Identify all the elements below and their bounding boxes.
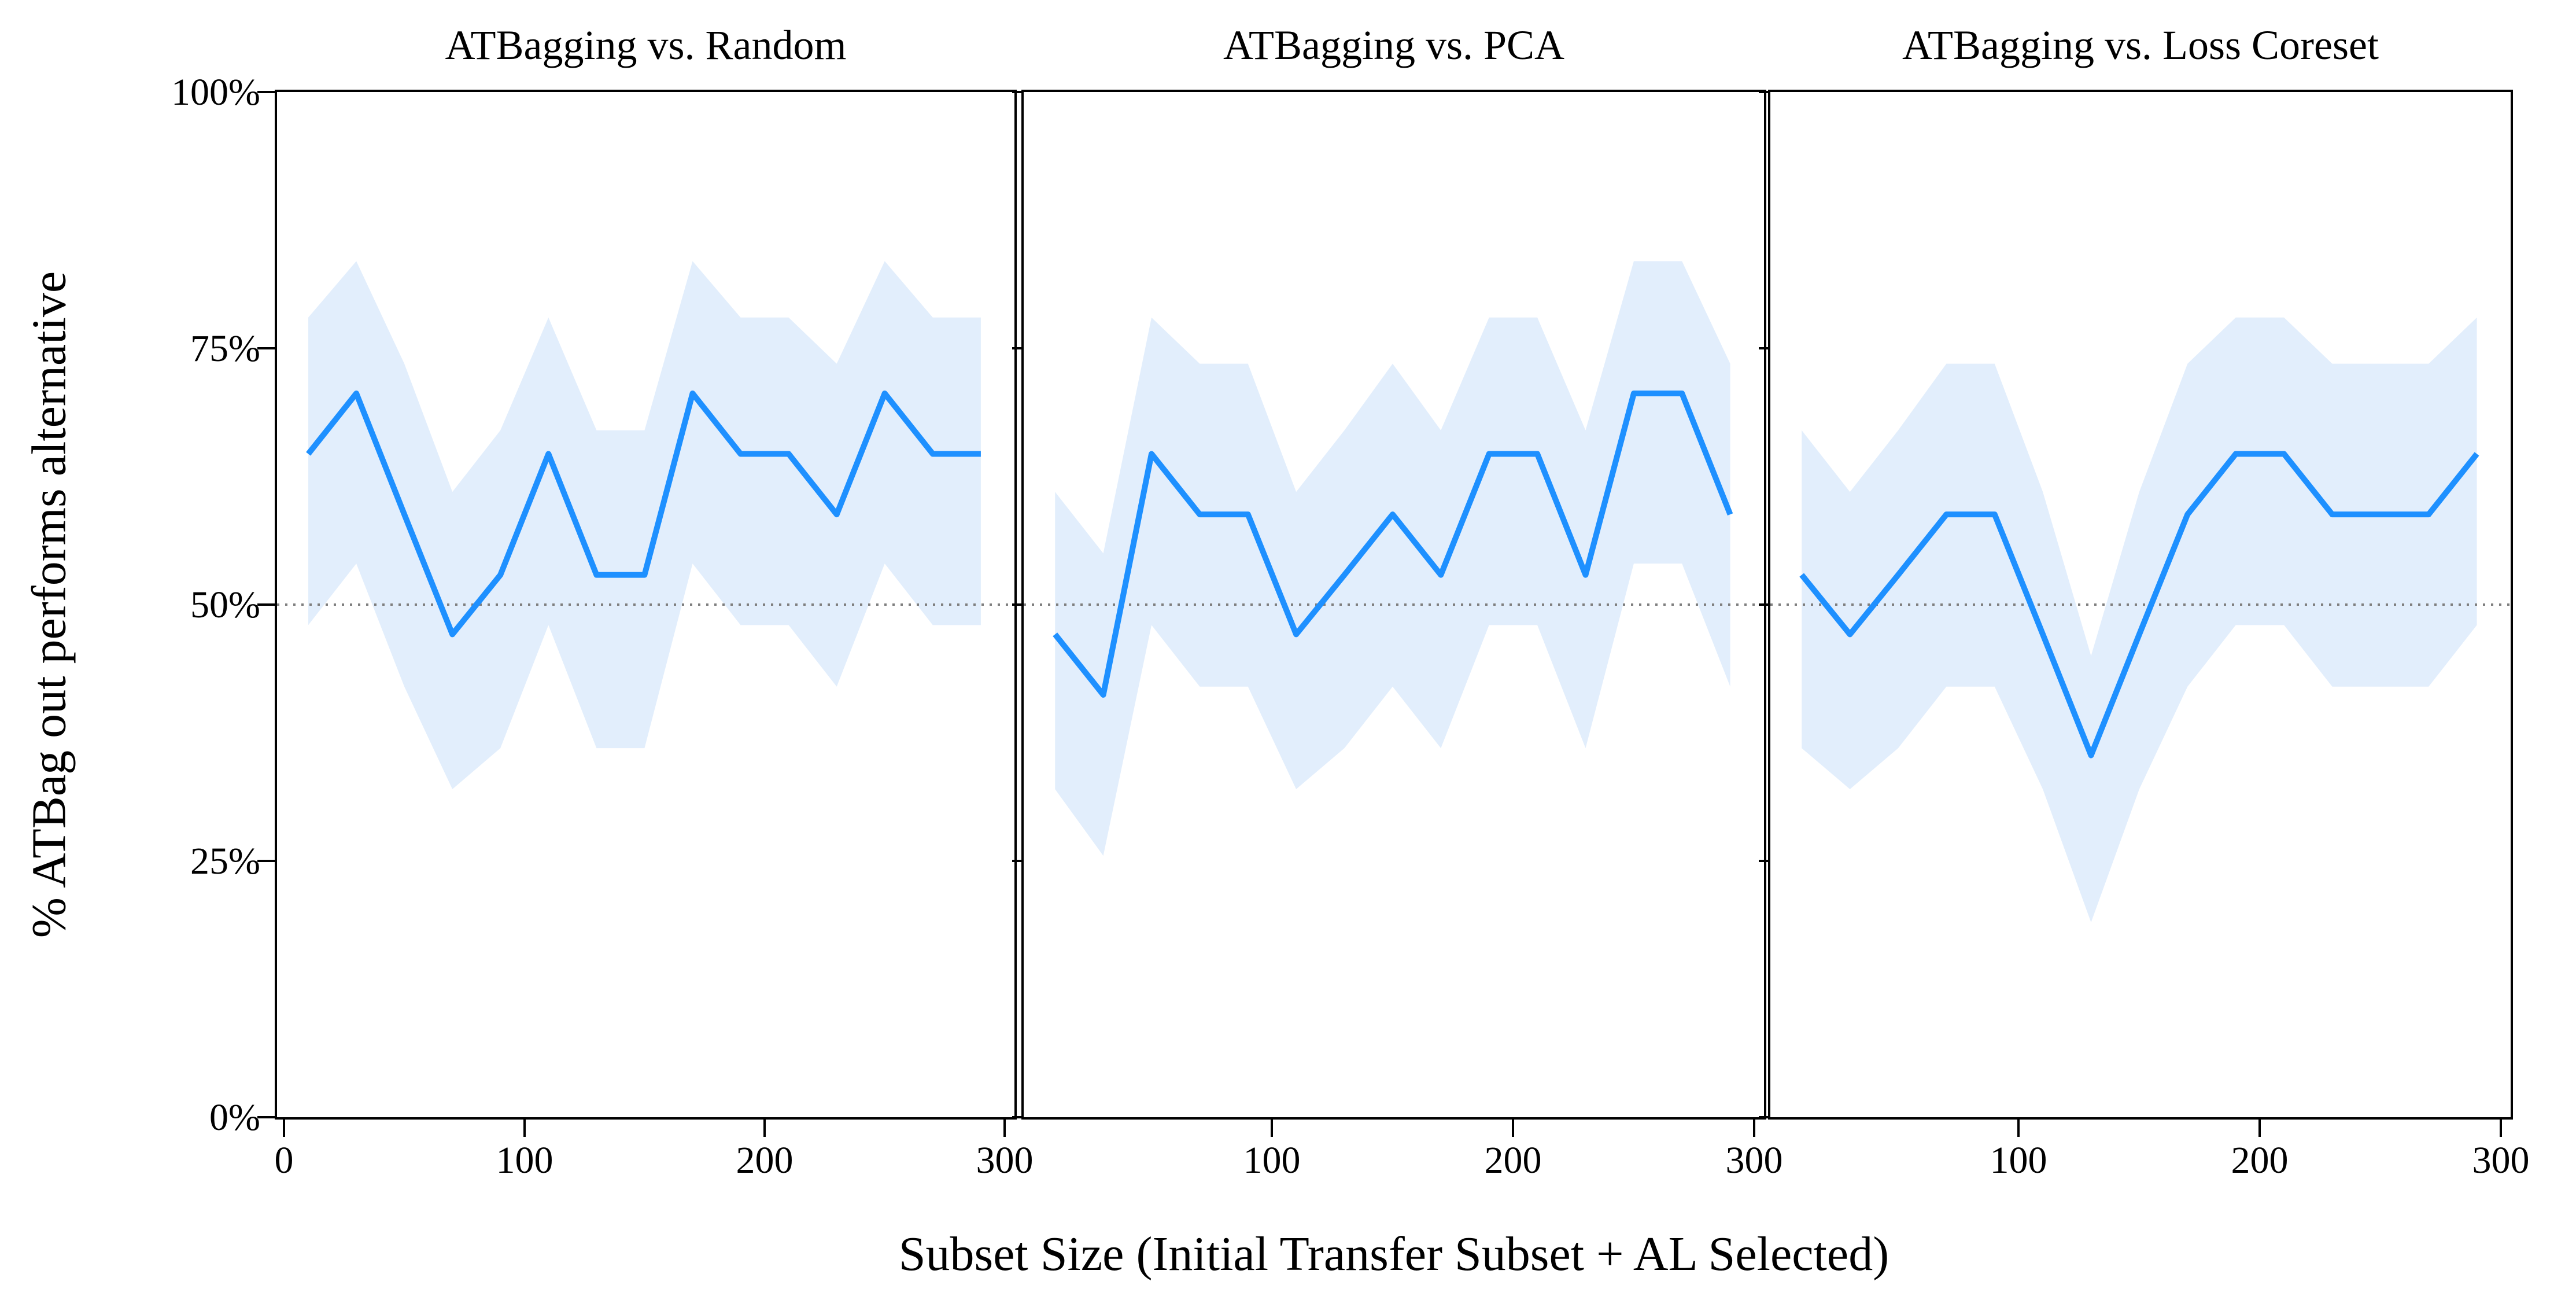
x-tick-label: 100 (496, 1139, 553, 1181)
panel-pca (1021, 90, 1766, 1120)
x-tick-label: 300 (2472, 1139, 2530, 1181)
panel-random (275, 90, 1017, 1120)
x-tick-mark (2017, 1118, 2020, 1137)
panel-title-random: ATBagging vs. Random (445, 22, 847, 68)
y-tick-mark (1759, 1116, 1768, 1118)
y-tick-mark (257, 1116, 275, 1118)
plot-area-loss-coreset (1770, 317, 2511, 923)
y-tick-mark (1759, 603, 1768, 606)
y-tick-mark (257, 860, 275, 862)
series-line (1799, 451, 2479, 759)
confidence-band (1802, 317, 2477, 923)
panel-loss-coreset (1768, 90, 2513, 1120)
x-tick-mark (283, 1118, 285, 1137)
y-tick-mark (1759, 91, 1768, 93)
x-tick-mark (1512, 1118, 1514, 1137)
confidence-band (1055, 261, 1730, 856)
series-line (1053, 391, 1733, 698)
x-axis-label: Subset Size (Initial Transfer Subset + A… (898, 1227, 1889, 1281)
panel-title-pca: ATBagging vs. PCA (1223, 22, 1565, 68)
y-tick-label-100: 100% (171, 71, 260, 113)
y-tick-mark (257, 91, 275, 93)
x-tick-label: 100 (1990, 1139, 2047, 1181)
y-tick-label-50: 50% (190, 584, 260, 626)
plot-area-random (277, 261, 1014, 789)
x-tick-label: 300 (1725, 1139, 1783, 1181)
x-tick-mark (763, 1118, 766, 1137)
series-line (306, 391, 981, 638)
x-tick-label: 0 (274, 1139, 294, 1181)
y-tick-mark (1012, 860, 1021, 862)
x-tick-mark (1753, 1118, 1755, 1137)
y-tick-mark (1012, 603, 1021, 606)
x-tick-mark (523, 1118, 526, 1137)
y-tick-label-75: 75% (190, 327, 260, 370)
y-tick-mark (257, 603, 275, 606)
x-tick-mark (2258, 1118, 2261, 1137)
x-tick-label: 200 (2231, 1139, 2289, 1181)
y-tick-mark (257, 347, 275, 349)
x-tick-label: 200 (736, 1139, 794, 1181)
x-tick-label: 300 (976, 1139, 1034, 1181)
y-tick-mark (1012, 91, 1021, 93)
y-tick-mark (1012, 347, 1021, 349)
x-tick-label: 100 (1243, 1139, 1301, 1181)
plot-area-pca (1024, 261, 1764, 856)
y-tick-mark (1759, 347, 1768, 349)
y-tick-mark (1012, 1116, 1021, 1118)
panel-title-loss-coreset: ATBagging vs. Loss Coreset (1902, 22, 2379, 68)
x-tick-mark (1003, 1118, 1006, 1137)
x-tick-mark (1271, 1118, 1273, 1137)
confidence-band (308, 261, 981, 789)
y-tick-label-0: 0% (209, 1096, 260, 1139)
y-tick-mark (1759, 860, 1768, 862)
y-axis-label: % ATBag out performs alternative (22, 271, 76, 938)
y-tick-label-25: 25% (190, 840, 260, 882)
x-tick-mark (2500, 1118, 2502, 1137)
x-tick-label: 200 (1484, 1139, 1542, 1181)
